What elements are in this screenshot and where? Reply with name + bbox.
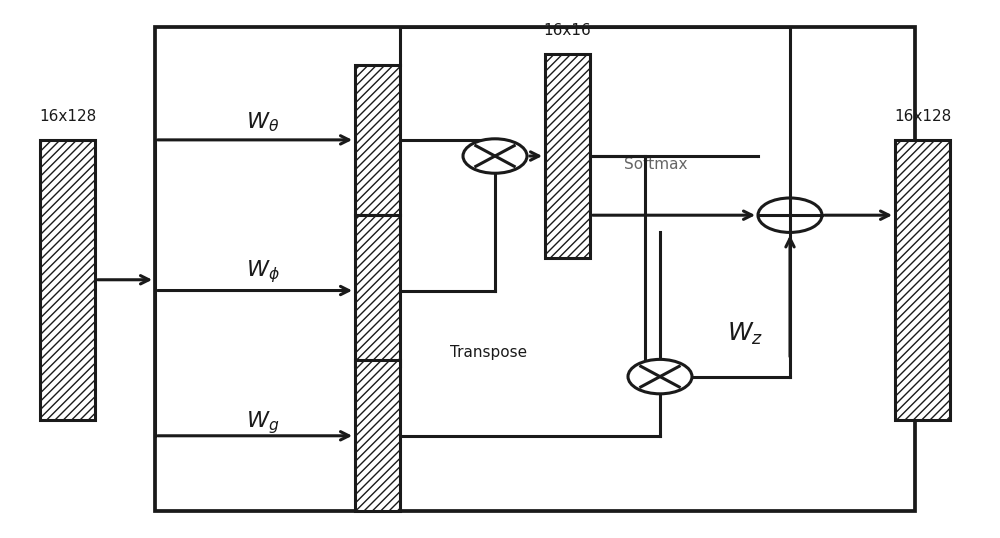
- Bar: [355, 215, 400, 366]
- Bar: [155, 27, 915, 511]
- Bar: [545, 54, 590, 258]
- Bar: [895, 140, 950, 420]
- Circle shape: [463, 139, 527, 173]
- Bar: [40, 140, 95, 420]
- Text: $W_{z}$: $W_{z}$: [727, 321, 763, 346]
- Bar: [355, 360, 400, 511]
- Circle shape: [628, 359, 692, 394]
- Bar: [355, 65, 400, 215]
- Text: Transpose: Transpose: [450, 345, 527, 360]
- Text: $W_{\phi}$: $W_{\phi}$: [246, 258, 280, 285]
- Text: 16x128: 16x128: [39, 109, 96, 124]
- Text: 16x128: 16x128: [894, 109, 951, 124]
- Text: 16x16: 16x16: [544, 23, 591, 38]
- Text: $W_{g}$: $W_{g}$: [246, 409, 280, 436]
- Circle shape: [758, 198, 822, 232]
- Text: $W_{\theta}$: $W_{\theta}$: [246, 110, 280, 134]
- Text: Softmax: Softmax: [624, 157, 688, 172]
